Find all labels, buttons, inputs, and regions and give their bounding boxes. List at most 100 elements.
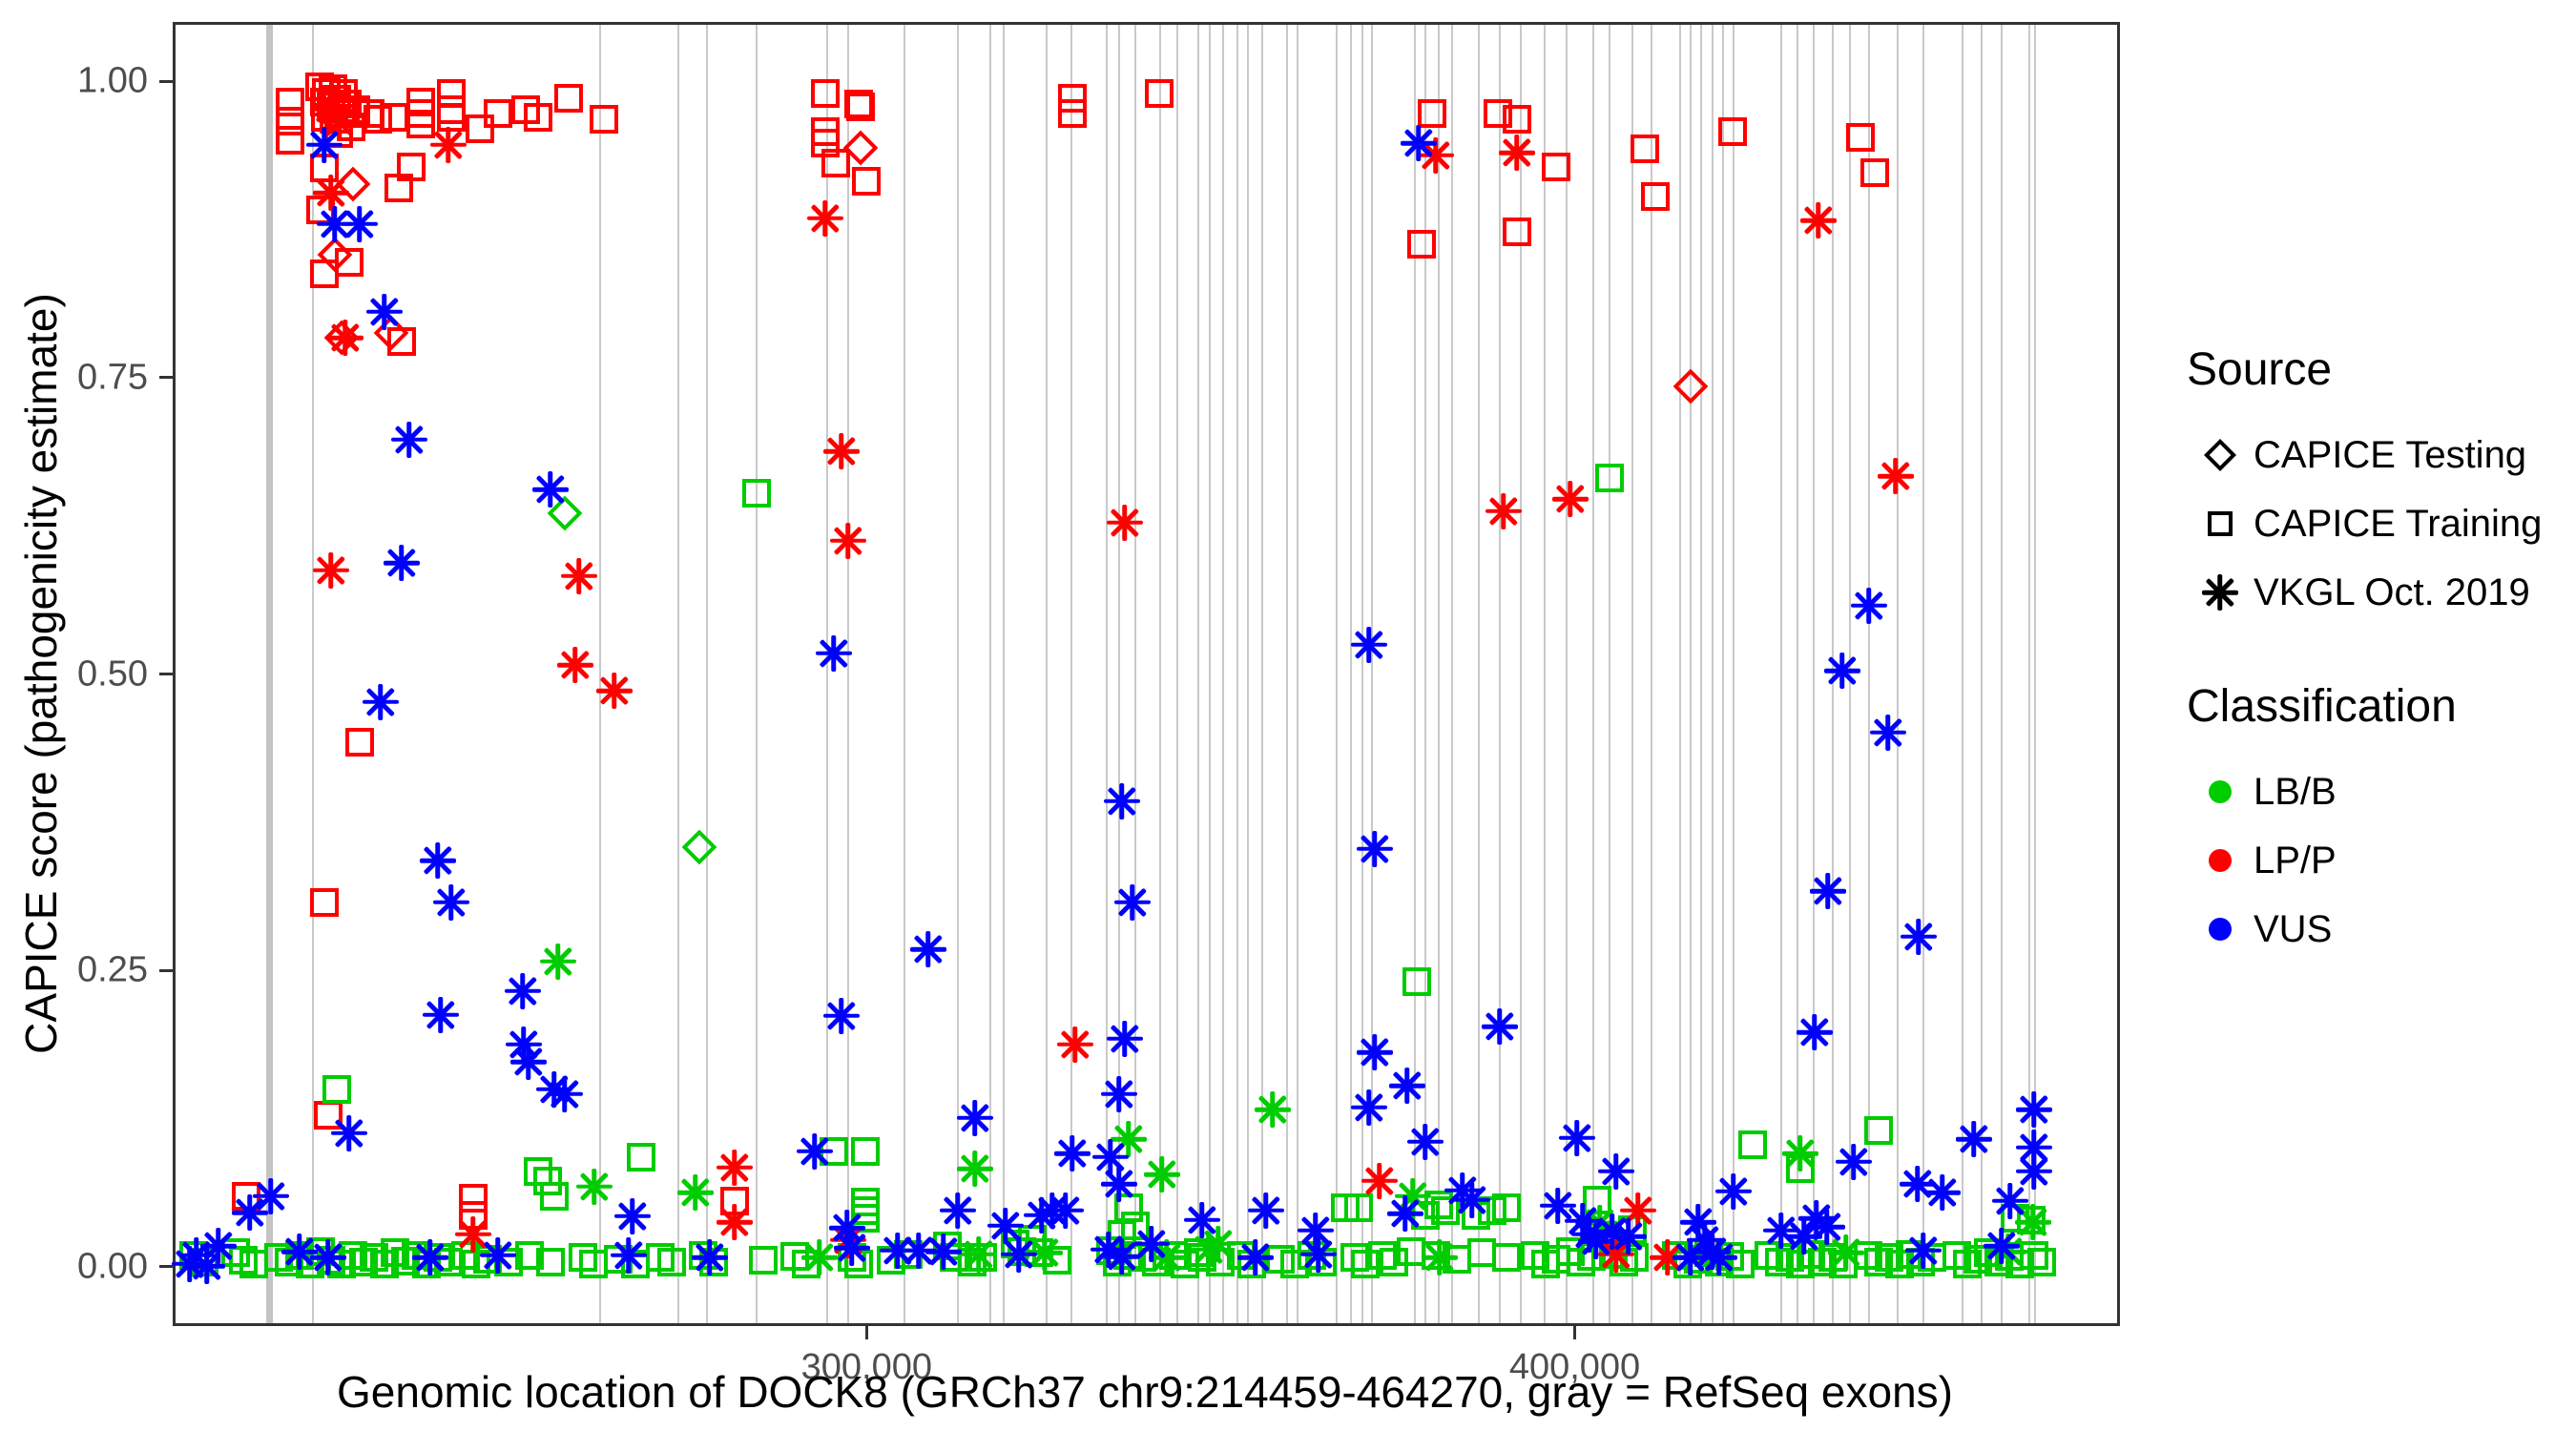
data-point xyxy=(816,634,853,672)
data-point xyxy=(1027,1234,1064,1272)
data-point xyxy=(1492,1243,1522,1273)
data-point xyxy=(479,1236,516,1274)
data-point xyxy=(596,673,634,710)
data-point xyxy=(1143,1156,1180,1193)
data-point xyxy=(412,1239,449,1276)
data-point xyxy=(1991,1182,2028,1219)
data-point xyxy=(2020,1240,2049,1270)
data-point xyxy=(1299,1235,1337,1273)
data-point xyxy=(466,114,495,144)
data-point xyxy=(397,153,426,182)
data-point xyxy=(1558,1119,1595,1156)
data-point xyxy=(822,433,860,470)
data-point xyxy=(199,1228,237,1264)
data-point xyxy=(539,943,576,980)
refseq-exon-line xyxy=(1543,25,1546,1323)
data-point xyxy=(309,887,339,917)
data-point xyxy=(1956,1121,1993,1158)
data-point xyxy=(1100,1075,1137,1112)
data-point xyxy=(2014,1204,2051,1241)
data-point xyxy=(821,149,850,178)
data-point xyxy=(313,551,350,589)
refseq-exon-line xyxy=(1423,25,1426,1323)
data-point xyxy=(1899,1166,1936,1203)
legend-gap xyxy=(2187,627,2568,680)
data-point xyxy=(810,79,840,109)
data-point xyxy=(1418,99,1447,129)
data-point xyxy=(1901,918,1938,955)
data-point xyxy=(1542,153,1571,182)
data-point xyxy=(433,883,470,921)
refseq-exon-line xyxy=(1003,25,1006,1323)
data-point xyxy=(2016,1152,2053,1190)
refseq-exon-line xyxy=(599,25,602,1323)
refseq-exon-line xyxy=(1566,25,1568,1323)
data-point xyxy=(1387,1195,1424,1233)
refseq-exon-line xyxy=(2028,25,2031,1323)
data-point xyxy=(1407,229,1437,259)
data-point xyxy=(1481,1008,1518,1046)
data-point xyxy=(1565,1202,1602,1239)
data-point xyxy=(387,326,417,356)
data-point xyxy=(627,1142,656,1172)
data-point xyxy=(1100,1166,1137,1203)
data-point xyxy=(523,1156,552,1186)
data-point xyxy=(1113,883,1151,921)
data-point xyxy=(1597,1152,1634,1190)
data-point xyxy=(822,997,860,1034)
data-point xyxy=(341,205,378,242)
data-point xyxy=(681,830,717,865)
data-point xyxy=(909,931,946,968)
data-point xyxy=(330,1114,367,1151)
refseq-exon-line xyxy=(1350,25,1353,1323)
refseq-exon-line xyxy=(1498,25,1501,1323)
data-point xyxy=(334,247,364,277)
data-point xyxy=(1714,1172,1752,1210)
data-point xyxy=(676,1174,714,1212)
data-point xyxy=(365,293,403,330)
refseq-exon-line xyxy=(1721,25,1724,1323)
data-point xyxy=(561,557,598,594)
data-point xyxy=(961,1235,998,1273)
data-point xyxy=(1808,1209,1845,1246)
refseq-exon-line xyxy=(1176,25,1179,1323)
refseq-exon-line xyxy=(1247,25,1250,1323)
refseq-exon-line xyxy=(1922,25,1925,1323)
data-point xyxy=(1597,1235,1634,1273)
data-point xyxy=(1200,1225,1237,1262)
data-point xyxy=(1389,1068,1426,1105)
diamond-icon xyxy=(2187,439,2254,471)
refseq-exon-line xyxy=(1297,25,1299,1323)
data-point xyxy=(309,259,339,288)
data-point xyxy=(1827,1234,1864,1272)
refseq-exon-line xyxy=(1631,25,1633,1323)
x-tick-mark xyxy=(864,1326,868,1339)
data-point xyxy=(1430,1195,1460,1225)
refseq-exon-line xyxy=(2033,25,2036,1323)
data-point xyxy=(557,647,594,684)
data-point xyxy=(1539,1187,1576,1224)
data-point xyxy=(504,972,541,1009)
y-tick-label: 0.00 xyxy=(77,1246,148,1287)
data-point xyxy=(405,110,435,139)
data-point xyxy=(553,84,583,114)
data-point xyxy=(276,125,305,155)
data-point xyxy=(2016,1091,2053,1129)
y-tick-label: 0.75 xyxy=(77,357,148,398)
data-point xyxy=(590,105,619,135)
x-tick-mark xyxy=(1573,1326,1577,1339)
refseq-exon-line xyxy=(1732,25,1735,1323)
data-point xyxy=(613,1197,651,1234)
data-point xyxy=(1297,1212,1334,1249)
data-point xyxy=(1679,1204,1716,1241)
data-point xyxy=(656,1248,686,1277)
data-point xyxy=(717,1149,754,1186)
data-point xyxy=(1402,966,1432,996)
y-tick-mark xyxy=(159,673,173,675)
data-point xyxy=(1106,504,1143,541)
data-point xyxy=(1236,1239,1274,1276)
data-point xyxy=(1863,1116,1893,1146)
data-point xyxy=(1700,1239,1737,1276)
refseq-exon-line xyxy=(825,25,828,1323)
